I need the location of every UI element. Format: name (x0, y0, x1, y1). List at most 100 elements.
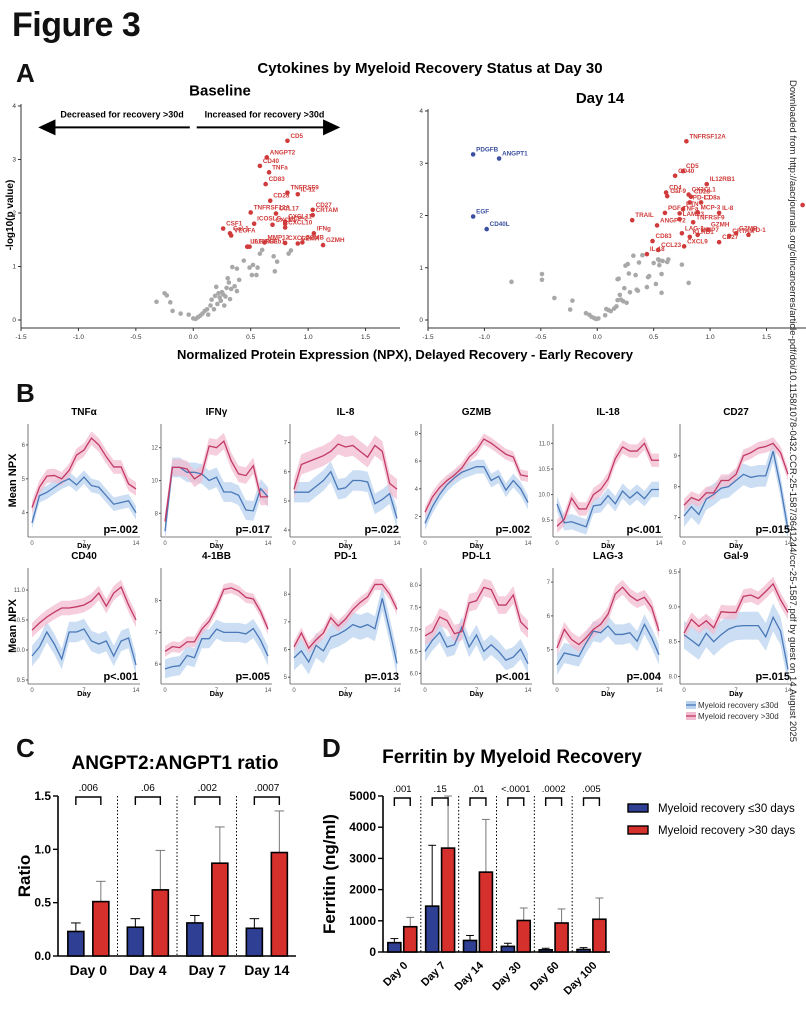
significant-point (680, 168, 686, 174)
panel-label-d: D (322, 733, 341, 763)
y-tick-label: 9 (674, 454, 678, 460)
y-tick-label: 1 (419, 265, 423, 272)
y-tick-label: 10.0 (538, 493, 550, 499)
nonsignificant-point (567, 307, 573, 312)
y-tick-label: 6 (284, 470, 288, 476)
y-tick-label: 5 (22, 477, 26, 483)
nonsignificant-point (208, 303, 213, 308)
nonsignificant-point (224, 285, 229, 291)
y-tick-label: 8 (284, 592, 288, 598)
significant-point (470, 214, 476, 219)
point-label: GZMB (739, 225, 758, 232)
x-tick-label: 14 (265, 688, 272, 694)
y-tick-label: 0 (12, 317, 16, 324)
y-tick-label: 1.0 (34, 842, 51, 856)
significant-point (282, 225, 288, 230)
significance-bracket (544, 797, 563, 806)
nonsignificant-point (205, 312, 211, 317)
point-label: CRTAM (316, 207, 338, 214)
x-tick-label: 0 (423, 541, 427, 547)
day-xlabel: Day (77, 541, 92, 550)
y-tick-label: 6 (22, 443, 26, 449)
x-tick-label: 7 (475, 541, 479, 547)
day-xlabel: Day (729, 541, 744, 550)
category-label: Day 30 (490, 960, 524, 994)
significant-point (295, 191, 301, 197)
confidence-band (165, 432, 268, 530)
y-tick-label: 2 (419, 213, 423, 220)
nonsignificant-point (659, 271, 664, 277)
y-tick-label: 7 (674, 516, 678, 522)
nonsignificant-point (178, 311, 183, 316)
bar (576, 948, 591, 953)
significant-point (282, 240, 288, 246)
significant-point (251, 221, 257, 226)
panel-a-xlabel: Normalized Protein Expression (NPX), Del… (177, 347, 634, 362)
point-label: GZMH (711, 222, 730, 229)
p-value-label: .0007 (254, 783, 279, 794)
x-tick-label: -0.5 (535, 334, 547, 341)
x-tick-label: 7 (344, 541, 348, 547)
nonsignificant-point (164, 293, 170, 298)
significant-point (295, 241, 301, 246)
nonsignificant-point (539, 271, 545, 277)
point-label: LAG-3 (685, 225, 704, 232)
timecourse-subplot: 4-1BB 6 7 8 0 7 14 Day p=.005 (155, 551, 272, 698)
nonsignificant-point (227, 296, 233, 302)
nonsignificant-point (209, 297, 214, 302)
point-label: PTN (686, 201, 699, 208)
series-line (556, 622, 660, 666)
significant-point (698, 200, 704, 205)
significant-point (262, 240, 267, 245)
series-line (31, 476, 137, 524)
p-value-label: .002 (198, 783, 218, 794)
nonsignificant-point (255, 265, 260, 270)
series-line (683, 442, 789, 506)
y-tick-label: 9.0 (669, 605, 678, 611)
panel-label-a: A (16, 58, 35, 88)
y-tick-label: 7 (284, 620, 288, 626)
nonsignificant-point (154, 299, 159, 305)
p-value-label: p<.001 (626, 524, 661, 536)
significant-point (285, 138, 290, 144)
nonsignificant-point (636, 260, 642, 265)
y-tick-label: 7 (284, 441, 288, 447)
point-label: TNFa (272, 164, 288, 171)
p-value-label: p=.002 (495, 524, 530, 536)
confidence-band (294, 461, 397, 529)
significant-point (248, 210, 253, 215)
point-label: CRTAM (732, 228, 754, 235)
point-label: TNFRSF12A (254, 204, 291, 211)
panel-a-suptitle: Cytokines by Myeloid Recovery Status at … (257, 60, 602, 77)
y-tick-label: 8.0 (669, 675, 678, 681)
panel-a-volcano-plots: Cytokines by Myeloid Recovery Status at … (5, 60, 806, 362)
y-tick-label: 0.5 (34, 896, 51, 910)
significant-point (266, 170, 272, 175)
nonsignificant-point (286, 251, 291, 256)
x-tick-label: 14 (785, 688, 792, 694)
nonsignificant-point (186, 312, 191, 317)
y-tick-label: 10.0 (13, 648, 25, 654)
bar (245, 927, 264, 957)
significant-point (705, 227, 711, 232)
series-line (424, 625, 529, 664)
nonsignificant-point (259, 247, 265, 253)
x-tick-label: 0.5 (246, 334, 255, 341)
nonsignificant-point (234, 288, 240, 294)
p-value-label: .01 (471, 784, 484, 795)
y-tick-label: 4 (12, 103, 16, 110)
significant-point (677, 211, 682, 216)
y-tick-label: 10 (151, 479, 158, 485)
y-tick-label: 3 (419, 160, 423, 167)
p-value-label: p=.017 (235, 524, 270, 536)
point-label: PD-1 (751, 227, 766, 234)
p-value-label: p<.001 (495, 671, 530, 683)
bar (402, 925, 418, 953)
series-line (31, 628, 137, 666)
confidence-band (557, 614, 659, 675)
bar (554, 922, 569, 953)
significant-point (270, 222, 275, 228)
y-tick-label: 5 (284, 499, 288, 505)
nonsignificant-point (659, 290, 664, 296)
